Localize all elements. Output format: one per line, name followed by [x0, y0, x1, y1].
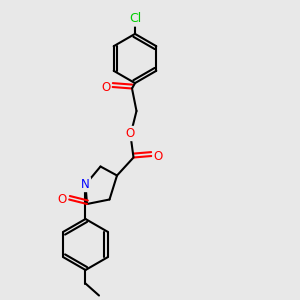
Text: O: O — [126, 127, 135, 140]
Text: O: O — [101, 80, 110, 94]
Text: Cl: Cl — [129, 12, 141, 26]
Text: N: N — [81, 178, 90, 191]
Text: O: O — [58, 193, 67, 206]
Text: O: O — [154, 149, 163, 163]
